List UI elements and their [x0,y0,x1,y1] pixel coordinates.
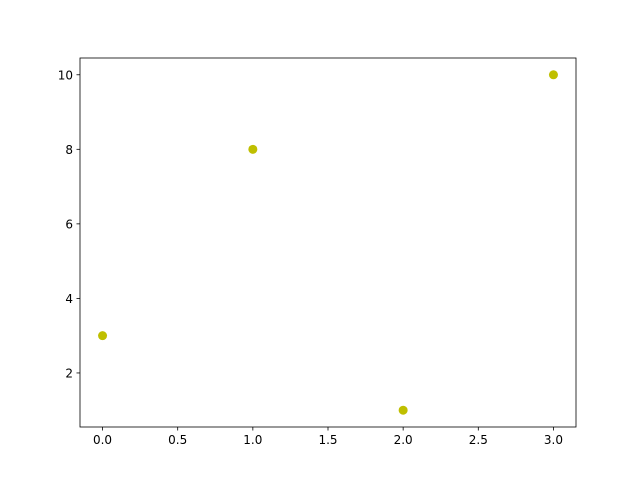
x-tick-label: 2.5 [469,433,488,447]
y-tick-label: 2 [65,366,73,380]
data-point [548,70,558,80]
x-tick-label: 1.5 [318,433,337,447]
data-point [398,405,408,415]
x-tick-label: 0.0 [93,433,112,447]
x-tick-label: 1.0 [243,433,262,447]
x-tick-label: 0.5 [168,433,187,447]
y-tick-label: 10 [58,68,73,82]
y-tick-label: 4 [65,292,73,306]
x-tick-label: 3.0 [544,433,563,447]
data-point [248,144,258,154]
x-tick-label: 2.0 [394,433,413,447]
data-point [98,331,108,341]
axes-frame [79,57,577,428]
data-points [98,70,558,415]
y-axis-ticks: 2 4 6 8 10 [58,68,80,380]
y-tick-label: 6 [65,217,73,231]
x-axis-ticks: 0.0 0.5 1.0 1.5 2.0 2.5 3.0 [93,427,563,447]
y-tick-label: 8 [65,143,73,157]
